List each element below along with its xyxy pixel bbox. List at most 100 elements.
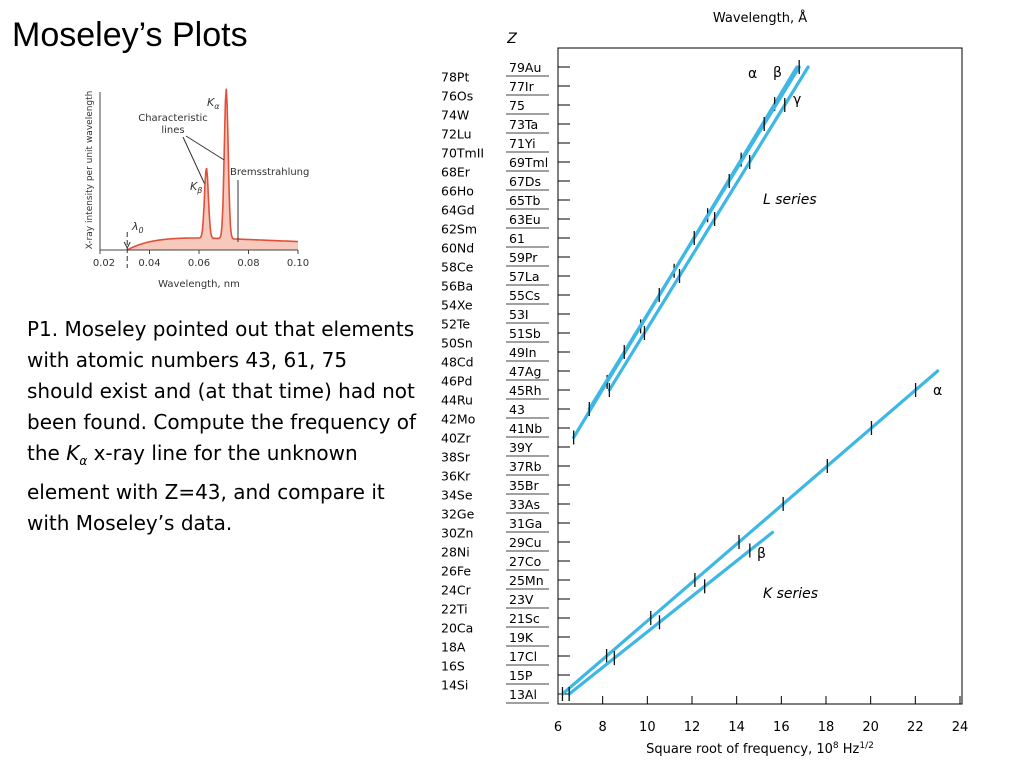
element-label-right: 79Au — [509, 60, 541, 75]
element-label-left: 28Ni — [441, 545, 470, 560]
element-label-right: 47Ag — [509, 364, 541, 379]
k-symbol: K — [66, 441, 80, 465]
element-label-right: 73Ta — [509, 117, 538, 132]
z-header: Z — [506, 31, 517, 47]
element-label-left: 42Mo — [441, 412, 475, 427]
pointer-k-alpha — [185, 135, 225, 161]
element-label-right: 49In — [509, 345, 537, 360]
l-beta-label: β — [773, 65, 782, 81]
problem-text-before: P1. Moseley pointed out that elements wi… — [27, 317, 417, 465]
element-label-right: 67Ds — [509, 174, 541, 189]
lambda0-label: λ0 — [131, 220, 144, 235]
element-label-right: 75 — [509, 98, 525, 113]
frequency-tick-label: 6 — [554, 720, 562, 735]
element-label-right: 25Mn — [509, 573, 544, 588]
element-label-right: 31Ga — [509, 516, 542, 531]
l-alpha-label: α — [748, 66, 757, 82]
element-label-left: 58Ce — [441, 260, 474, 275]
element-label-right: 77Ir — [509, 79, 535, 94]
element-label-right: 65Tb — [509, 193, 541, 208]
element-label-right: 45Rh — [509, 383, 542, 398]
series-line-k-series-4 — [567, 530, 775, 696]
element-label-right: 59Pr — [509, 250, 538, 265]
element-label-left: 56Ba — [441, 279, 473, 294]
element-label-left: 26Fe — [441, 564, 471, 579]
element-label-right: 43 — [509, 402, 525, 417]
series-line-k-series-3 — [560, 369, 940, 696]
element-label-left: 76Os — [441, 89, 473, 104]
element-label-left: 36Kr — [441, 469, 471, 484]
element-label-left: 46Pd — [441, 374, 472, 389]
element-label-left: 66Ho — [441, 184, 474, 199]
element-label-left: 16S — [441, 659, 465, 674]
element-label-left: 54Xe — [441, 298, 473, 313]
l-gamma-label: γ — [793, 92, 801, 108]
element-label-left: 70TmII — [441, 146, 484, 161]
lambda0-arrow — [123, 241, 131, 250]
spectrum-x-tick-label: 0.04 — [138, 258, 160, 269]
spectrum-x-label: Wavelength, nm — [158, 279, 240, 290]
element-label-right: 39Y — [509, 440, 533, 455]
k-beta-label: Kβ — [190, 180, 202, 195]
element-label-left: 74W — [441, 108, 469, 123]
k-alpha-label: Kα — [207, 96, 220, 111]
frequency-tick-label: 14 — [728, 720, 745, 735]
element-label-right: 19K — [509, 630, 534, 645]
element-label-right: 13Al — [509, 687, 537, 702]
element-label-left: 24Cr — [441, 583, 472, 598]
element-label-left: 22Ti — [441, 602, 468, 617]
plot-frame — [557, 47, 963, 705]
k-subscript: α — [79, 454, 88, 468]
element-label-right: 61 — [509, 231, 525, 246]
spectrum-x-tick-label: 0.08 — [237, 258, 259, 269]
element-label-left: 72Lu — [441, 127, 472, 142]
element-label-left: 14Si — [441, 678, 468, 693]
frequency-tick-label: 24 — [952, 720, 969, 735]
element-label-left: 78Pt — [441, 70, 469, 85]
problem-statement: P1. Moseley pointed out that elements wi… — [27, 314, 419, 539]
element-label-right: 27Co — [509, 554, 541, 569]
element-label-left: 50Sn — [441, 336, 473, 351]
series-line-l-series-2 — [607, 65, 810, 392]
element-label-left: 34Se — [441, 488, 473, 503]
element-label-right: 69Tml — [509, 155, 548, 170]
frequency-tick-label: 12 — [684, 720, 701, 735]
element-label-right: 15P — [509, 668, 533, 683]
frequency-tick-label: 8 — [599, 720, 607, 735]
l-series-label: L series — [763, 192, 817, 208]
problem-text-after: x-ray line for the unknown element with … — [27, 441, 385, 535]
element-label-right: 71Yi — [509, 136, 536, 151]
k-alpha-series-label: α — [933, 383, 942, 399]
frequency-tick-label: 20 — [862, 720, 879, 735]
element-label-left: 40Zr — [441, 431, 471, 446]
pointer-k-beta — [182, 136, 205, 184]
spectrum-y-label: X-ray intensity per unit wavelength — [85, 91, 95, 250]
spectrum-x-tick-label: 0.02 — [93, 258, 115, 269]
element-label-right: 37Rb — [509, 459, 542, 474]
slide-title: Moseley’s Plots — [12, 16, 248, 54]
k-beta-series-label: β — [757, 546, 766, 562]
element-label-left: 48Cd — [441, 355, 474, 370]
element-label-right: 17Cl — [509, 649, 537, 664]
element-label-right: 57La — [509, 269, 540, 284]
element-label-right: 29Cu — [509, 535, 542, 550]
element-label-left: 18A — [441, 640, 466, 655]
element-label-right: 23V — [509, 592, 534, 607]
element-label-left: 30Zn — [441, 526, 473, 541]
element-label-left: 62Sm — [441, 222, 477, 237]
element-label-left: 32Ge — [441, 507, 475, 522]
element-label-left: 44Ru — [441, 393, 473, 408]
element-label-right: 63Eu — [509, 212, 541, 227]
element-label-left: 52Te — [441, 317, 470, 332]
element-label-right: 41Nb — [509, 421, 542, 436]
spectrum-x-tick-label: 0.10 — [287, 258, 309, 269]
element-label-right: 21Sc — [509, 611, 540, 626]
element-label-right: 53I — [509, 307, 529, 322]
frequency-axis-label: Square root of frequency, 108 Hz1/2 — [646, 741, 874, 757]
characteristic-lines-label: lines — [161, 125, 184, 136]
spectrum-x-tick-label: 0.06 — [188, 258, 210, 269]
element-label-left: 20Ca — [441, 621, 473, 636]
element-label-left: 60Nd — [441, 241, 474, 256]
frequency-tick-label: 10 — [639, 720, 656, 735]
